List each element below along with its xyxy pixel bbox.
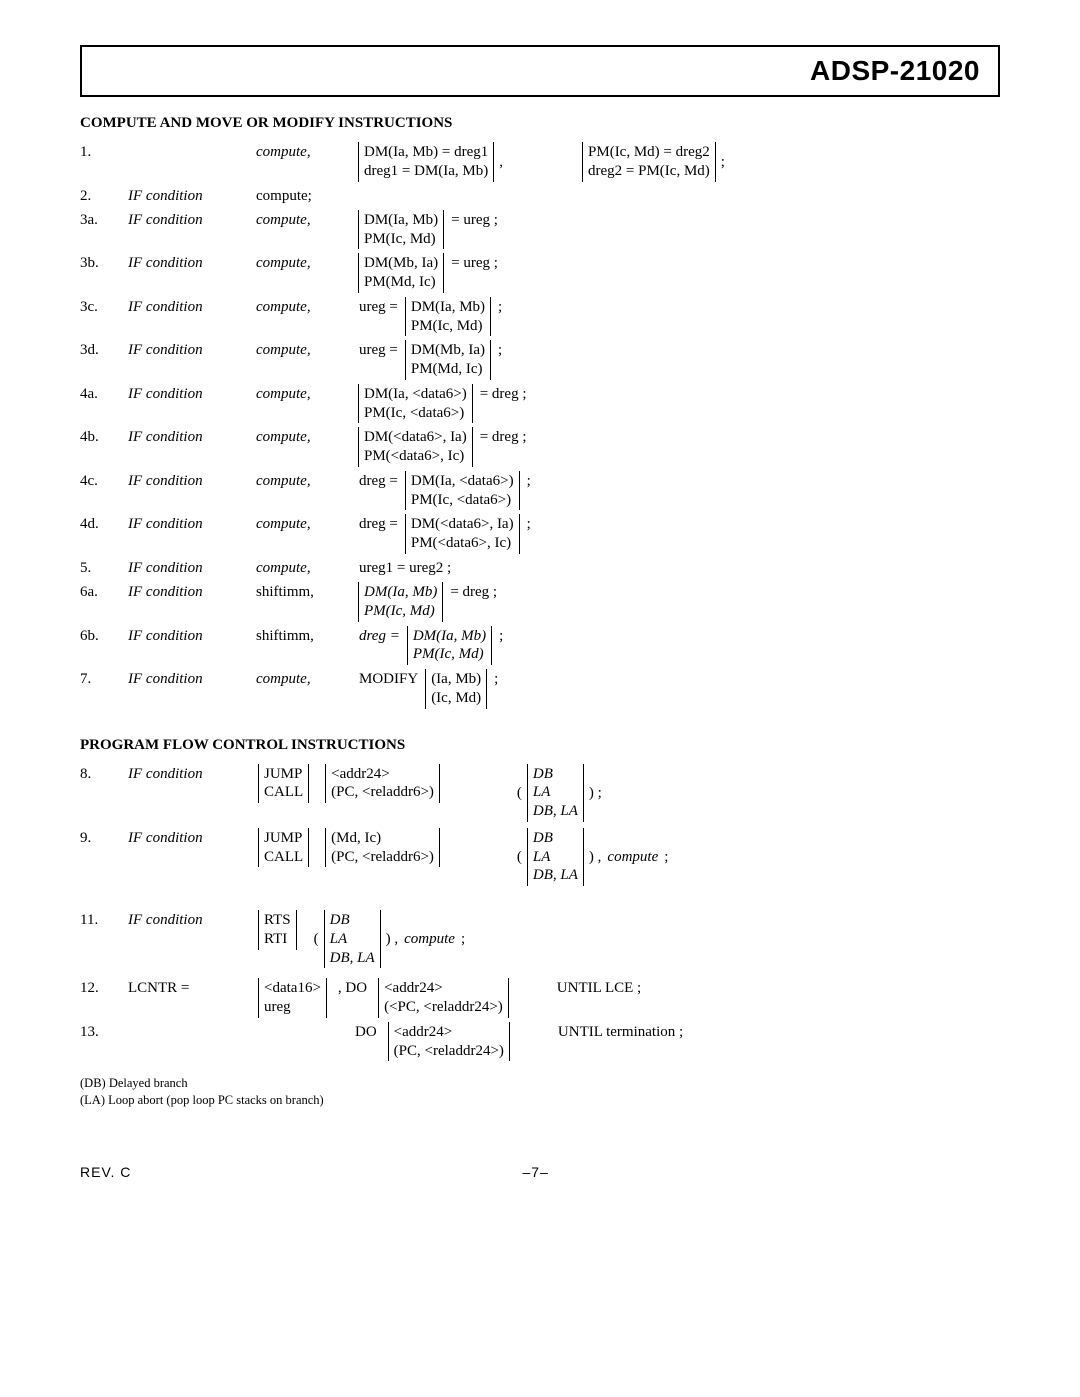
instr-row: 2. IF condition compute; bbox=[80, 186, 1000, 206]
instr-row: 9. IF condition JUMPCALL (Md, Ic)(PC, <r… bbox=[80, 828, 1000, 886]
revision-label: REV. C bbox=[80, 1164, 131, 1180]
instr-row: 7. IF condition compute, MODIFY (Ia, Mb)… bbox=[80, 669, 1000, 709]
section1-header: COMPUTE AND MOVE OR MODIFY INSTRUCTIONS bbox=[80, 115, 1000, 132]
page-title-box: ADSP-21020 bbox=[80, 45, 1000, 97]
instr-row: 3d. IF condition compute, ureg = DM(Mb, … bbox=[80, 340, 1000, 380]
footnote: (LA) Loop abort (pop loop PC stacks on b… bbox=[80, 1092, 1000, 1109]
instr-row: 4b. IF condition compute, DM(<data6>, Ia… bbox=[80, 427, 1000, 467]
page-number: –7– bbox=[523, 1164, 549, 1180]
instr-row: 8. IF condition JUMPCALL <addr24>(PC, <r… bbox=[80, 764, 1000, 822]
instr-row: 1. compute, DM(Ia, Mb) = dreg1dreg1 = DM… bbox=[80, 142, 1000, 182]
row-op: compute; bbox=[256, 186, 356, 206]
instr-row: 3b. IF condition compute, DM(Mb, Ia)PM(M… bbox=[80, 253, 1000, 293]
row-num: 2. bbox=[80, 186, 128, 206]
instr-row: 11. IF condition RTSRTI ( DBLADB, LA ) ,… bbox=[80, 910, 1000, 968]
instr-row: 4c. IF condition compute, dreg = DM(Ia, … bbox=[80, 471, 1000, 511]
instr-row: 3a. IF condition compute, DM(Ia, Mb)PM(I… bbox=[80, 210, 1000, 250]
instr-row: 4d. IF condition compute, dreg = DM(<dat… bbox=[80, 514, 1000, 554]
instr-row: 5. IF condition compute, ureg1 = ureg2 ; bbox=[80, 558, 1000, 578]
page-title: ADSP-21020 bbox=[810, 55, 980, 86]
instr-row: 3c. IF condition compute, ureg = DM(Ia, … bbox=[80, 297, 1000, 337]
row-cond: IF condition bbox=[128, 186, 256, 206]
instr-row: 12. LCNTR = <data16>ureg , DO <addr24>(<… bbox=[80, 978, 1000, 1018]
footnote: (DB) Delayed branch bbox=[80, 1075, 1000, 1092]
page-footer: REV. C –7– bbox=[80, 1164, 1000, 1180]
row-num: 1. bbox=[80, 142, 128, 162]
instr-row: 4a. IF condition compute, DM(Ia, <data6>… bbox=[80, 384, 1000, 424]
instr-row: 13. DO <addr24>(PC, <reladdr24>) UNTIL t… bbox=[80, 1022, 1000, 1062]
instr-row: 6a. IF condition shiftimm, DM(Ia, Mb)PM(… bbox=[80, 582, 1000, 622]
row-expr: DM(Ia, Mb) = dreg1dreg1 = DM(Ia, Mb) , P… bbox=[356, 142, 1000, 182]
footnotes: (DB) Delayed branch (LA) Loop abort (pop… bbox=[80, 1075, 1000, 1109]
section2-header: PROGRAM FLOW CONTROL INSTRUCTIONS bbox=[80, 737, 1000, 754]
row-op: compute, bbox=[256, 142, 356, 162]
instr-row: 6b. IF condition shiftimm, dreg = DM(Ia,… bbox=[80, 626, 1000, 666]
